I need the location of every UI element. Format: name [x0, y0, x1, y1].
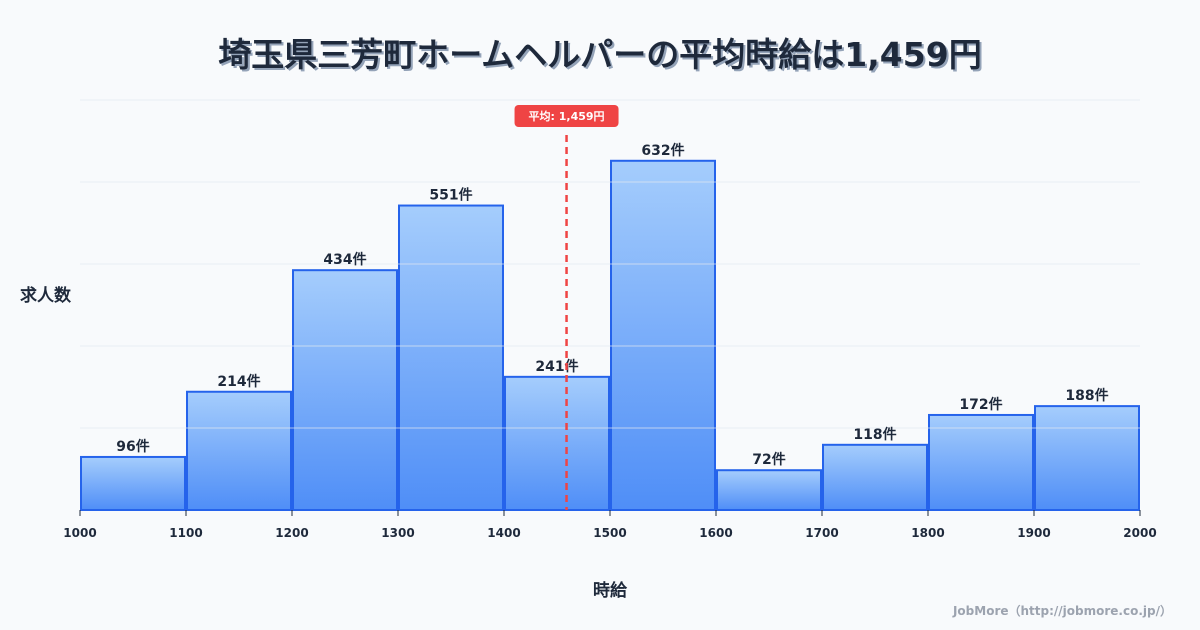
x-axis-label: 時給 [593, 581, 627, 601]
credit-text: JobMore（http://jobmore.co.jp/） [952, 604, 1172, 618]
x-tick-label: 1500 [593, 526, 626, 540]
bar-value-label: 172件 [959, 396, 1002, 413]
bar-value-labels: 96件 214件 434件 551件 241件 632件 72件 118件 172件 188件 [116, 142, 1108, 468]
x-tick-label: 1700 [805, 526, 838, 540]
x-tick-label: 1100 [169, 526, 202, 540]
bar-value-label: 551件 [429, 187, 472, 204]
histogram-bar [716, 469, 822, 512]
bar-value-label: 96件 [116, 438, 149, 455]
bar-value-label: 241件 [535, 358, 578, 375]
x-tick-label: 1400 [487, 526, 520, 540]
x-tick-label: 1300 [381, 526, 414, 540]
histogram-bar [186, 390, 292, 511]
bars-group [80, 159, 1140, 512]
average-label: 平均: 1,459円 [529, 109, 605, 123]
histogram-bar [928, 413, 1034, 511]
chart-title: 埼玉県三芳町ホームヘルパーの平均時給は1,459円 [218, 35, 982, 74]
bar-value-label: 434件 [323, 251, 366, 268]
histogram-bar [80, 455, 186, 511]
bar-value-label: 214件 [217, 373, 260, 390]
x-tick-label: 1600 [699, 526, 732, 540]
bar-value-label: 188件 [1065, 387, 1108, 404]
histogram-bar [822, 443, 928, 512]
gridlines [80, 99, 1140, 429]
x-tick-label: 2000 [1123, 526, 1156, 540]
x-tick-label: 1200 [275, 526, 308, 540]
bar-value-label: 118件 [853, 426, 896, 443]
bar-value-label: 72件 [752, 451, 785, 468]
y-axis-label: 求人数 [20, 286, 71, 306]
average-marker: 平均: 1,459円 [514, 105, 619, 510]
histogram-bar [398, 204, 504, 511]
histogram-bar [610, 159, 716, 511]
histogram-bar [1034, 405, 1140, 511]
histogram-bar [504, 375, 610, 511]
bar-value-label: 632件 [641, 142, 684, 159]
x-tick-label: 1800 [911, 526, 944, 540]
average-badge [514, 105, 619, 127]
histogram-bar [292, 269, 398, 512]
x-axis: 1000 1100 1200 1300 1400 1500 1600 1700 1800 1900… [63, 510, 1157, 540]
x-tick-label: 1000 [63, 526, 96, 540]
x-tick-label: 1900 [1017, 526, 1050, 540]
